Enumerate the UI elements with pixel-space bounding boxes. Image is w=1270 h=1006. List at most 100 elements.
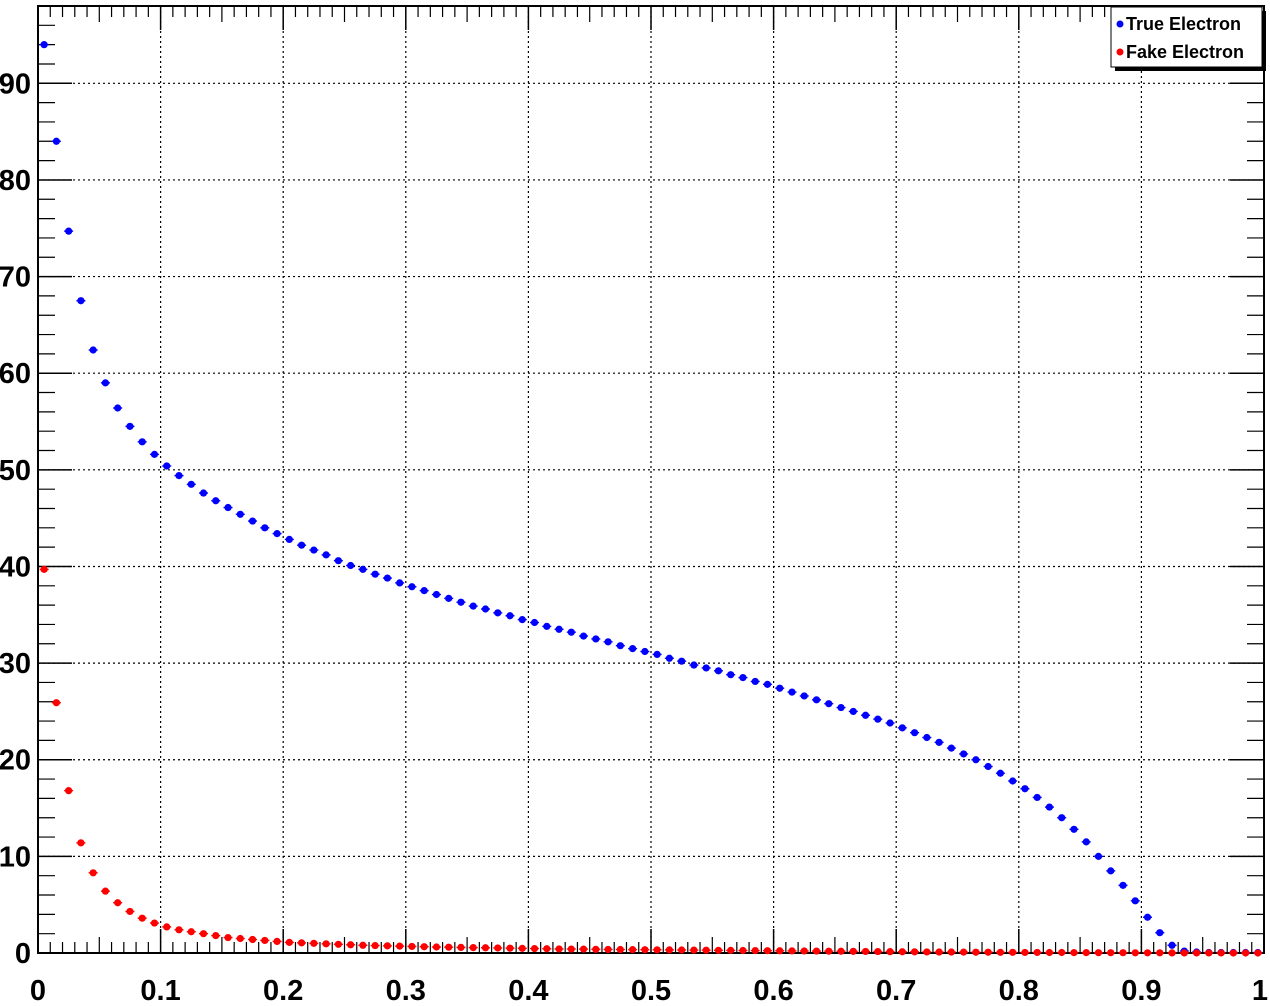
fake-electron-point — [726, 946, 736, 954]
true-electron-point — [1167, 941, 1177, 949]
fake-electron-point — [959, 948, 969, 956]
fake-electron-point — [1192, 949, 1202, 957]
true-electron-point — [799, 692, 809, 700]
fake-electron-point — [297, 939, 307, 947]
fake-electron-point — [88, 869, 98, 877]
fake-electron-point — [628, 946, 638, 954]
true-electron-point — [505, 612, 515, 620]
y-tick-label: 0 — [15, 938, 31, 970]
legend-label-true-electron: True Electron — [1126, 14, 1241, 34]
legend-box — [1110, 6, 1263, 68]
legend-marker-true-electron — [1116, 20, 1124, 28]
fake-electron-point — [113, 899, 123, 907]
true-electron-point — [591, 635, 601, 643]
true-electron-point — [726, 671, 736, 679]
y-tick-label: 90 — [0, 68, 31, 100]
fake-electron-point — [162, 923, 172, 931]
fake-electron-point — [248, 935, 258, 944]
fake-electron-point — [1106, 949, 1116, 957]
true-electron-point — [885, 719, 895, 727]
true-electron-point — [628, 645, 638, 653]
true-electron-point — [971, 756, 981, 764]
fake-electron-point — [333, 940, 343, 948]
true-electron-point — [983, 762, 993, 771]
true-electron-point — [652, 650, 662, 659]
true-electron-point — [615, 642, 625, 650]
y-tick-label: 50 — [0, 455, 31, 487]
true-electron-point — [824, 700, 834, 708]
true-electron-point — [701, 664, 711, 672]
fake-electron-point — [910, 948, 920, 956]
fake-electron-point — [174, 926, 184, 934]
true-electron-point — [76, 297, 86, 305]
true-electron-point — [1155, 929, 1165, 937]
fake-electron-point — [836, 947, 846, 955]
true-electron-point — [223, 503, 233, 512]
fake-electron-point — [664, 946, 674, 954]
true-electron-point — [922, 733, 932, 742]
fake-electron-point — [1179, 949, 1189, 957]
fake-electron-point — [419, 943, 429, 951]
fake-electron-point — [431, 943, 441, 951]
true-electron-point — [235, 510, 245, 518]
true-electron-point — [260, 524, 270, 532]
true-electron-point — [1093, 852, 1103, 860]
true-electron-point — [211, 497, 221, 505]
fake-electron-point — [922, 948, 932, 956]
true-electron-point — [910, 729, 920, 737]
true-electron-point — [468, 602, 478, 610]
y-tick-label: 70 — [0, 262, 31, 294]
fake-electron-point — [1143, 949, 1153, 957]
true-electron-point — [248, 517, 258, 525]
true-electron-point — [1081, 838, 1091, 846]
tick-labels: 0 0.1 0.2 0.3 0.4 0.5 0.6 0.7 0.8 0.9 101020304050… — [0, 68, 1268, 1006]
true-electron-point — [1069, 825, 1079, 833]
fake-electron-point — [983, 948, 993, 956]
fake-electron-point — [934, 948, 944, 956]
fake-electron-point — [1008, 948, 1018, 956]
fake-electron-point — [186, 928, 196, 936]
fake-electron-point — [321, 940, 331, 948]
grid-lines — [38, 6, 1264, 953]
fake-electron-point — [1032, 948, 1042, 957]
true-electron-point — [566, 628, 576, 636]
true-electron-point — [1044, 803, 1054, 811]
fake-electron-point — [1057, 948, 1067, 957]
true-electron-point — [51, 137, 61, 145]
fake-electron-point — [284, 938, 294, 946]
fake-electron-point — [554, 945, 564, 953]
true-electron-point — [88, 346, 98, 354]
true-electron-point — [113, 404, 123, 412]
true-electron-point — [873, 715, 883, 723]
fake-electron-point — [542, 945, 552, 953]
true-electron-point — [456, 598, 466, 606]
fake-electron-point — [885, 948, 895, 956]
true-electron-point — [689, 661, 699, 669]
fake-electron-point — [64, 787, 74, 795]
fake-electron-point — [603, 945, 613, 954]
fake-electron-point — [199, 930, 209, 938]
fake-electron-point — [713, 946, 723, 954]
true-electron-point — [934, 738, 944, 746]
fake-electron-point — [566, 945, 576, 953]
fake-electron-point — [640, 946, 650, 954]
fake-electron-point — [493, 944, 503, 952]
true-electron-point — [554, 625, 564, 633]
true-electron-point — [149, 450, 159, 458]
true-electron-point — [346, 561, 356, 570]
fake-electron-point — [812, 947, 822, 955]
true-electron-point — [1143, 913, 1153, 921]
fake-electron-point — [1044, 948, 1054, 957]
fake-electron-point — [223, 933, 233, 942]
x-tick-label: 0.1 — [140, 975, 180, 1006]
fake-electron-point — [1069, 949, 1079, 957]
fake-electron-point — [137, 914, 147, 922]
fake-electron-point — [1228, 949, 1238, 957]
true-electron-point — [530, 618, 540, 627]
true-electron-point — [358, 565, 368, 573]
fake-electron-point — [1253, 949, 1263, 957]
fake-electron-point — [799, 947, 809, 955]
fake-electron-point — [591, 945, 601, 953]
true-electron-point — [848, 707, 858, 716]
fake-electron-point — [125, 907, 135, 916]
